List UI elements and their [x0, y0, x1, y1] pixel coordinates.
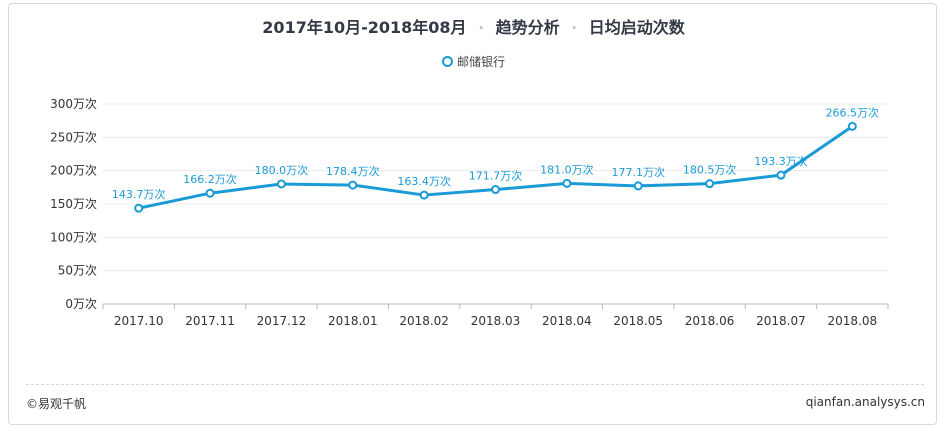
data-label: 143.7万次 [112, 187, 166, 201]
x-tick-label: 2018.05 [613, 314, 663, 328]
data-label: 193.3万次 [754, 154, 808, 168]
y-tick-label: 50万次 [58, 264, 97, 278]
data-label: 181.0万次 [540, 162, 594, 176]
data-label: 163.4万次 [397, 174, 451, 188]
data-point [705, 179, 715, 189]
title-separator: • [478, 23, 485, 34]
data-point [134, 203, 144, 213]
y-tick-label: 0万次 [65, 297, 97, 311]
data-point [562, 178, 572, 188]
series-line [138, 125, 854, 210]
data-point [348, 180, 358, 190]
x-tick-label: 2017.11 [185, 314, 235, 328]
x-tick-label: 2017.10 [114, 314, 164, 328]
data-label: 166.2万次 [183, 172, 237, 186]
source-link[interactable]: qianfan.analysys.cn [805, 395, 925, 409]
data-point [491, 185, 500, 195]
x-tick-label: 2018.03 [471, 314, 521, 328]
y-tick-label: 200万次 [50, 164, 97, 178]
x-tick-label: 2018.02 [399, 314, 449, 328]
chart-title: 2017年10月-2018年08月 • 趋势分析 • 日均启动次数 [0, 14, 947, 38]
title-metric: 日均启动次数 [588, 18, 685, 37]
title-period: 2017年10月-2018年08月 [262, 18, 467, 37]
copyright-text: ©易观千帆 [26, 397, 87, 411]
x-tick-label: 2018.08 [828, 314, 878, 328]
y-tick-label: 100万次 [50, 230, 97, 244]
data-point [633, 181, 643, 191]
x-tick-label: 2017.12 [257, 314, 307, 328]
chart-legend[interactable]: 邮储银行 [0, 53, 947, 70]
y-tick-label: 250万次 [50, 130, 97, 144]
data-point [205, 188, 215, 198]
data-point [419, 190, 429, 200]
y-tick-label: 150万次 [50, 197, 97, 211]
data-point [276, 179, 286, 189]
data-label: 178.4万次 [326, 164, 380, 178]
data-point [847, 121, 857, 131]
y-tick-label: 300万次 [50, 97, 97, 111]
x-tick-label: 2018.07 [756, 314, 806, 328]
x-tick-label: 2018.01 [328, 314, 378, 328]
x-tick-label: 2018.04 [542, 314, 592, 328]
chart-frame [8, 3, 937, 425]
data-label: 180.0万次 [255, 163, 309, 177]
x-tick-label: 2018.06 [685, 314, 735, 328]
legend-circle-icon [441, 56, 453, 67]
data-label: 171.7万次 [469, 169, 523, 183]
legend-series-name: 邮储银行 [456, 55, 505, 69]
data-label: 177.1万次 [611, 165, 665, 179]
data-label: 266.5万次 [826, 105, 880, 119]
footer-divider [26, 384, 924, 385]
title-separator: • [571, 23, 578, 34]
title-analysis: 趋势分析 [495, 18, 560, 37]
data-label: 180.5万次 [683, 163, 737, 177]
data-point [776, 170, 786, 180]
